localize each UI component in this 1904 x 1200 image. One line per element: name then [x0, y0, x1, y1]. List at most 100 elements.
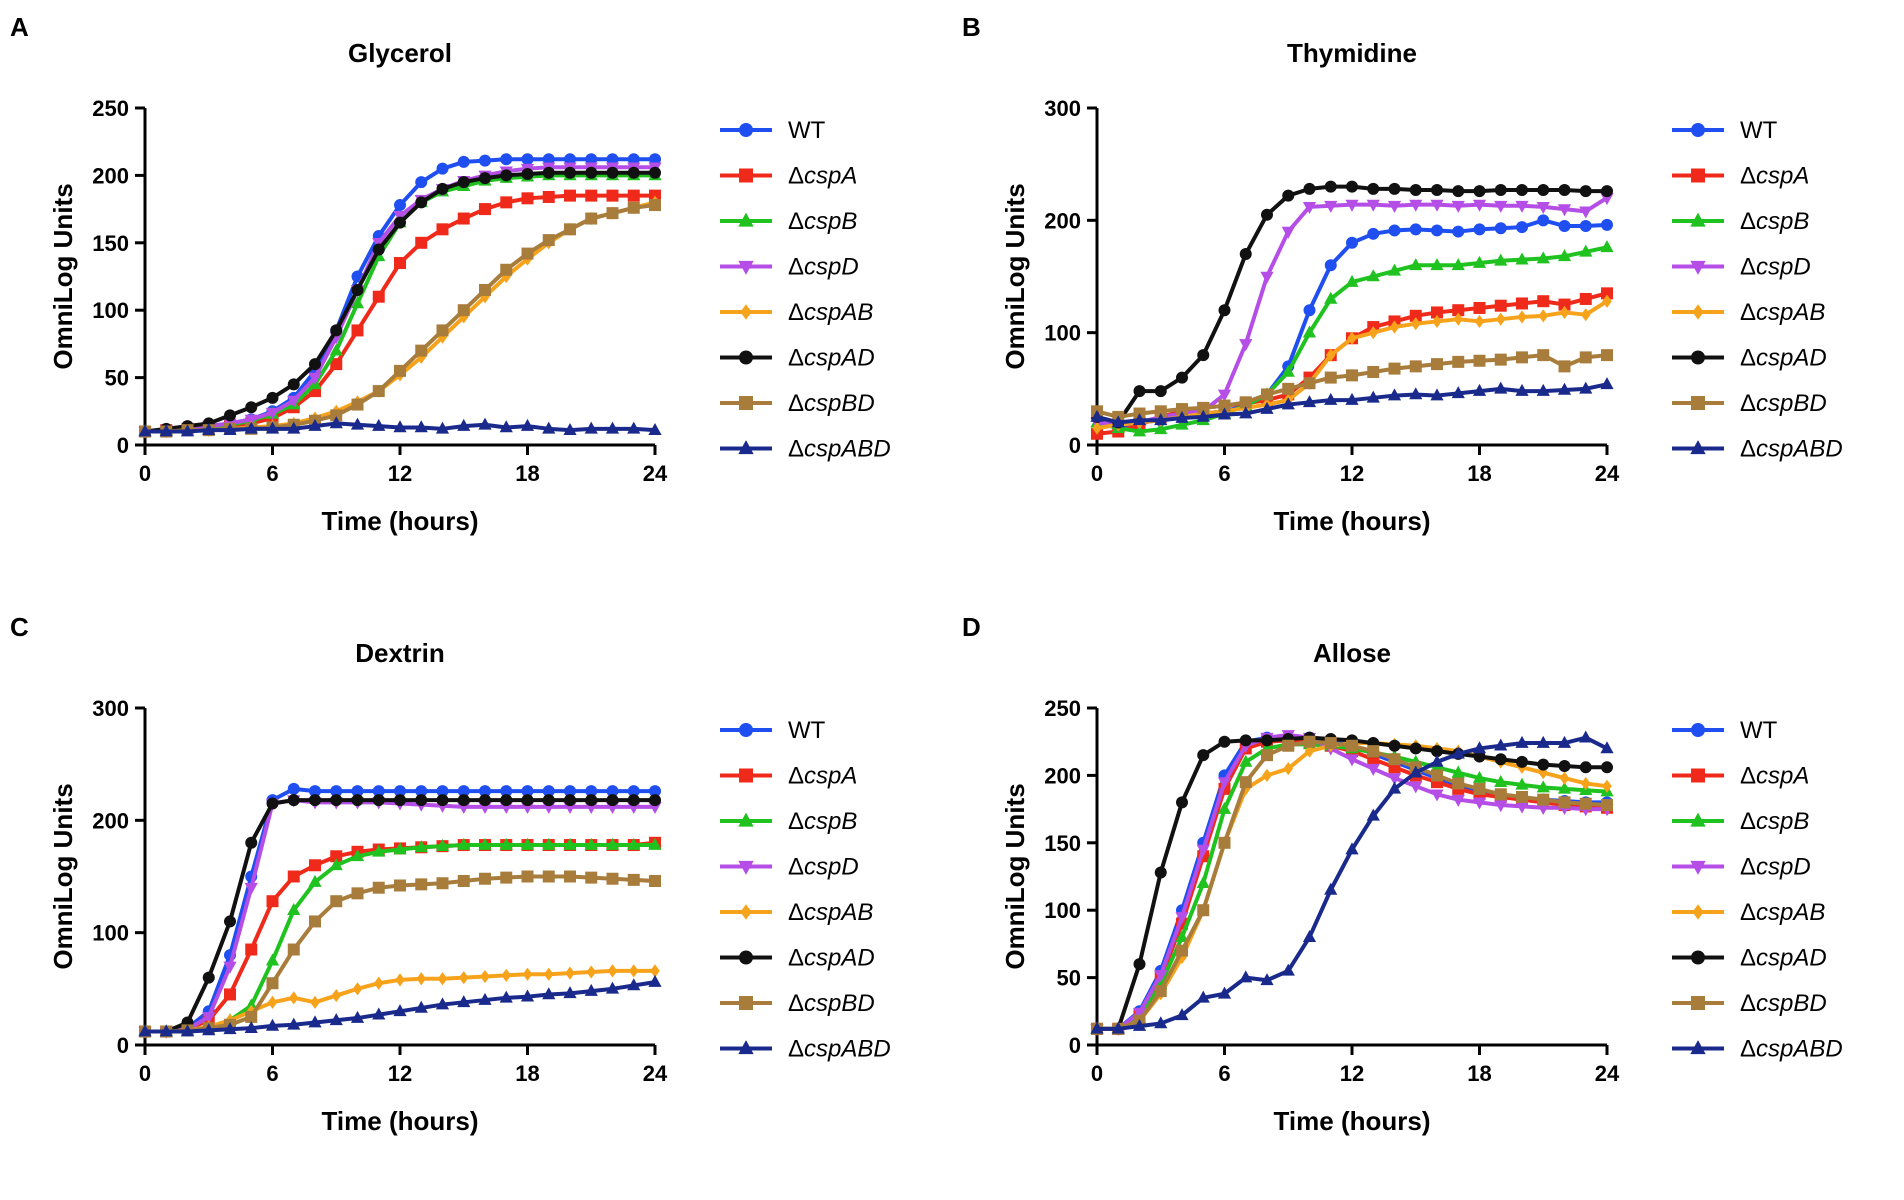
data-point [372, 243, 385, 256]
legend-label: ΔcspB [788, 208, 857, 235]
data-point [394, 364, 406, 377]
x-tick-label: 12 [388, 1061, 412, 1086]
data-point [330, 785, 343, 798]
legend-marker [1690, 812, 1706, 827]
legend-label: ΔcspD [788, 854, 859, 881]
data-point [1451, 200, 1465, 213]
data-point [585, 166, 598, 179]
legend-label: ΔcspBD [1740, 390, 1827, 417]
data-point [1601, 349, 1613, 362]
legend-item-WT: WT [720, 117, 826, 144]
legend-label: ΔcspAB [788, 299, 873, 326]
data-point [245, 1010, 258, 1023]
data-point [350, 296, 365, 309]
data-point [1281, 226, 1295, 239]
data-point [1430, 789, 1444, 802]
data-point [351, 794, 364, 807]
data-point [1473, 223, 1486, 236]
data-point [1304, 744, 1315, 758]
data-point [330, 895, 343, 908]
data-point [1197, 749, 1210, 762]
data-point [1239, 248, 1252, 261]
data-point [542, 870, 555, 883]
data-point [351, 283, 364, 296]
data-point [1239, 776, 1252, 789]
data-point [435, 421, 450, 434]
legend-label: ΔcspAD [788, 345, 875, 372]
data-point [521, 168, 534, 181]
series-cspABD [138, 974, 662, 1037]
data-point [458, 971, 469, 985]
data-point [1451, 258, 1465, 271]
x-tick-label: 6 [1218, 461, 1230, 486]
data-point [1388, 362, 1401, 375]
data-point [415, 176, 428, 189]
data-point [1176, 371, 1188, 384]
data-point [1283, 762, 1294, 776]
legend-marker [740, 904, 752, 920]
data-point [1579, 761, 1592, 774]
data-point [1409, 360, 1422, 373]
data-point [414, 840, 428, 853]
data-point [479, 872, 491, 885]
data-point [394, 199, 406, 212]
legend-item-cspBD: ΔcspBD [720, 990, 875, 1017]
data-point [244, 414, 258, 427]
data-point [585, 794, 598, 807]
data-point [1175, 912, 1189, 925]
data-point [1409, 765, 1423, 778]
data-point [649, 874, 661, 887]
data-point [500, 263, 513, 276]
legend-item-cspB: ΔcspB [1672, 208, 1809, 235]
data-point [180, 424, 195, 437]
data-point [479, 154, 491, 167]
series-cspAB [1092, 736, 1612, 1036]
y-tick-label: 200 [92, 808, 129, 833]
data-point [457, 995, 471, 1008]
panel-letter: C [10, 612, 29, 642]
y-tick-label: 200 [1044, 763, 1081, 788]
data-point [329, 858, 343, 871]
legend-item-cspD: ΔcspD [1672, 254, 1811, 281]
y-tick-label: 200 [92, 163, 129, 188]
legend-label: ΔcspAD [1740, 345, 1827, 372]
data-point [1579, 206, 1593, 219]
data-point [1559, 771, 1570, 785]
series-line [145, 798, 655, 1034]
data-point [1494, 800, 1508, 813]
data-point [1302, 202, 1317, 215]
data-point [351, 398, 364, 411]
legend-label: ΔcspB [1740, 808, 1809, 835]
series-cspABD [138, 416, 662, 437]
data-point [478, 992, 492, 1005]
data-point [329, 343, 343, 356]
x-tick-label: 24 [1595, 461, 1620, 486]
panel-letter: A [10, 12, 29, 42]
data-point [1346, 236, 1358, 249]
data-point [1602, 779, 1612, 793]
data-point [1472, 199, 1487, 212]
data-point [1197, 904, 1210, 917]
data-point [373, 976, 384, 990]
data-point [521, 870, 534, 883]
legend-marker [739, 396, 753, 410]
data-point [1262, 768, 1272, 782]
data-point [563, 986, 577, 999]
data-point [584, 983, 598, 996]
y-tick-label: 0 [1069, 1033, 1081, 1058]
data-point [223, 1022, 237, 1035]
data-point [1558, 298, 1571, 311]
data-point [1345, 392, 1359, 405]
data-point [287, 903, 301, 915]
data-point [308, 874, 322, 887]
data-point [1175, 1008, 1189, 1021]
data-point [457, 304, 470, 317]
data-point [1260, 401, 1274, 414]
data-point [351, 785, 364, 798]
data-point [1366, 269, 1380, 282]
data-point [1580, 308, 1591, 322]
data-point [223, 961, 237, 974]
data-point [1452, 225, 1465, 238]
data-point [564, 223, 576, 236]
chart-c: C Dextrin 0 100 200 300 0 6 12 18 24 Time (hours) Om… [10, 612, 891, 1136]
